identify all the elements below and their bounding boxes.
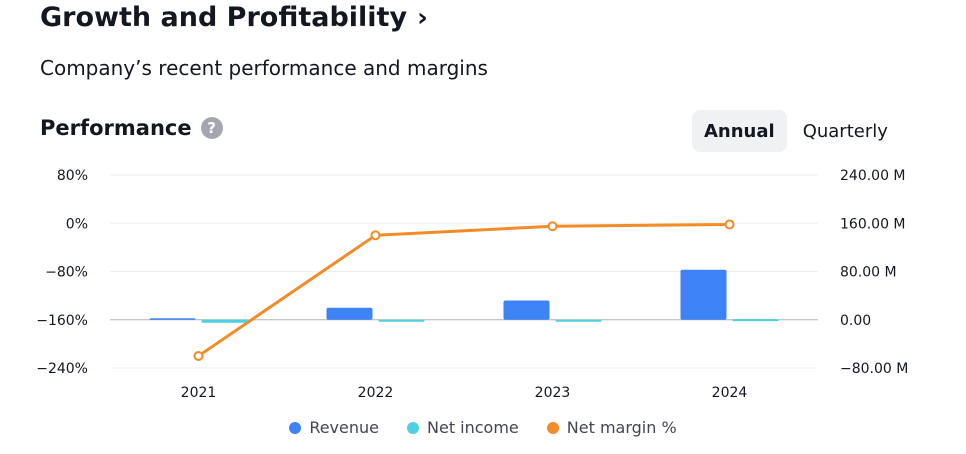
performance-chart: 80% 0% −80% −160% −240% 240.00 M 160.00 M 80.00…	[36, 168, 908, 401]
revenue-dot-icon	[289, 421, 302, 434]
x-axis-tick: 2021	[181, 385, 217, 401]
right-axis-tick: −80.00 M	[840, 361, 908, 377]
left-axis-tick: −80%	[45, 265, 88, 281]
x-axis-tick: 2024	[712, 385, 748, 401]
net-margin-point	[547, 221, 558, 232]
right-axis-tick: 0.00	[840, 313, 871, 329]
legend-net-margin-label: Net margin %	[566, 418, 677, 437]
right-axis-tick: 160.00 M	[840, 216, 906, 232]
section-title-text: Performance	[40, 116, 192, 140]
left-axis-tick: −160%	[36, 313, 88, 329]
chevron-right-icon: ›	[417, 2, 428, 33]
quarterly-button[interactable]: Quarterly	[802, 120, 888, 142]
net-margin-point	[724, 219, 735, 230]
net-income-bar	[555, 319, 602, 322]
right-axis-tick: 240.00 M	[840, 168, 906, 184]
x-axis-tick: 2022	[358, 385, 394, 401]
legend-net-income-label: Net income	[427, 418, 519, 437]
legend-net-margin[interactable]: Net margin %	[546, 418, 677, 437]
page-title-text: Growth and Profitability	[40, 2, 408, 33]
revenue-bar	[503, 300, 550, 320]
revenue-bar	[680, 269, 727, 320]
x-axis-tick: 2023	[535, 385, 571, 401]
net-income-bar	[378, 319, 425, 322]
right-axis-tick: 80.00 M	[840, 265, 897, 281]
period-toggle: Annual Quarterly	[692, 110, 900, 152]
section-title: Performance ?	[40, 116, 223, 140]
net-margin-line	[197, 222, 730, 358]
net-income-bar	[201, 319, 248, 323]
page-subtitle: Company’s recent performance and margins	[40, 56, 488, 80]
net-margin-point	[370, 230, 381, 241]
net-income-dot-icon	[407, 421, 419, 434]
net-margin-dot-icon	[546, 421, 559, 434]
revenue-bar	[326, 307, 373, 320]
net-income-bar	[732, 319, 779, 322]
annual-button[interactable]: Annual	[692, 110, 787, 152]
net-margin-point	[193, 350, 204, 361]
revenue-bar	[149, 318, 196, 320]
page-title[interactable]: Growth and Profitability ›	[40, 2, 428, 33]
legend-revenue-label: Revenue	[309, 418, 379, 437]
left-axis-tick: 80%	[57, 168, 88, 184]
left-axis-tick: 0%	[66, 216, 88, 232]
legend-net-income[interactable]: Net income	[407, 418, 519, 437]
left-axis-tick: −240%	[36, 361, 88, 377]
chart-legend: Revenue Net income Net margin %	[0, 418, 966, 437]
legend-revenue[interactable]: Revenue	[289, 418, 379, 437]
help-icon[interactable]: ?	[200, 117, 223, 139]
